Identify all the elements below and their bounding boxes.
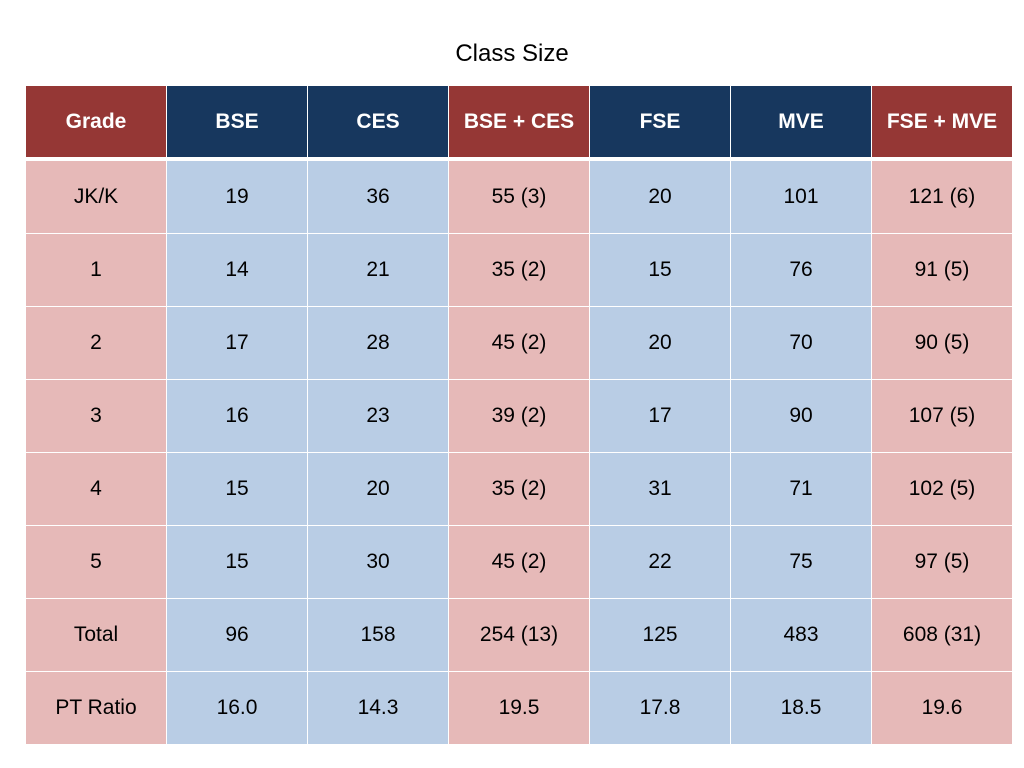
table-cell: 2 xyxy=(25,306,167,380)
table-cell: 19.6 xyxy=(871,671,1013,745)
class-size-table: Grade BSE CES BSE + CES FSE MVE FSE + MV… xyxy=(25,85,1013,745)
table-cell: 20 xyxy=(589,306,731,380)
table-cell: 125 xyxy=(589,598,731,672)
table-cell: 55 (3) xyxy=(448,158,590,234)
table-row-total: Total 96 158 254 (13) 125 483 608 (31) xyxy=(25,598,1013,672)
table-cell: 14 xyxy=(166,233,308,307)
table-cell: 35 (2) xyxy=(448,452,590,526)
table-row: 5 15 30 45 (2) 22 75 97 (5) xyxy=(25,525,1013,599)
table-cell: 15 xyxy=(589,233,731,307)
table-cell: 17.8 xyxy=(589,671,731,745)
table-cell: 75 xyxy=(730,525,872,599)
table-cell: 5 xyxy=(25,525,167,599)
table-cell: 70 xyxy=(730,306,872,380)
table-header-row: Grade BSE CES BSE + CES FSE MVE FSE + MV… xyxy=(25,85,1013,161)
table-cell: 21 xyxy=(307,233,449,307)
header-mve: MVE xyxy=(730,85,872,161)
table-cell: 22 xyxy=(589,525,731,599)
table-cell: 4 xyxy=(25,452,167,526)
table-cell: 18.5 xyxy=(730,671,872,745)
table-cell: 20 xyxy=(307,452,449,526)
slide-title: Class Size xyxy=(455,40,569,67)
table-cell: 483 xyxy=(730,598,872,672)
table-cell: 15 xyxy=(166,452,308,526)
table-cell: 16 xyxy=(166,379,308,453)
table-cell: 102 (5) xyxy=(871,452,1013,526)
table-cell: 17 xyxy=(589,379,731,453)
table-cell: 35 (2) xyxy=(448,233,590,307)
table-cell: 28 xyxy=(307,306,449,380)
table-cell: 96 xyxy=(166,598,308,672)
table-cell: 90 xyxy=(730,379,872,453)
table-cell: 101 xyxy=(730,158,872,234)
header-bse-ces: BSE + CES xyxy=(448,85,590,161)
table-cell: PT Ratio xyxy=(25,671,167,745)
table-cell: 36 xyxy=(307,158,449,234)
table-cell: 45 (2) xyxy=(448,525,590,599)
table-row: 1 14 21 35 (2) 15 76 91 (5) xyxy=(25,233,1013,307)
table-cell: JK/K xyxy=(25,158,167,234)
table-cell: 158 xyxy=(307,598,449,672)
header-fse: FSE xyxy=(589,85,731,161)
table-cell: 90 (5) xyxy=(871,306,1013,380)
header-ces: CES xyxy=(307,85,449,161)
table-cell: 1 xyxy=(25,233,167,307)
table-cell: 39 (2) xyxy=(448,379,590,453)
table-cell: Total xyxy=(25,598,167,672)
table-row: 3 16 23 39 (2) 17 90 107 (5) xyxy=(25,379,1013,453)
table-cell: 121 (6) xyxy=(871,158,1013,234)
table-cell: 254 (13) xyxy=(448,598,590,672)
table-cell: 23 xyxy=(307,379,449,453)
table-cell: 15 xyxy=(166,525,308,599)
table-cell: 45 (2) xyxy=(448,306,590,380)
table-cell: 3 xyxy=(25,379,167,453)
table-cell: 19 xyxy=(166,158,308,234)
table-cell: 20 xyxy=(589,158,731,234)
table-row: JK/K 19 36 55 (3) 20 101 121 (6) xyxy=(25,158,1013,234)
table-cell: 71 xyxy=(730,452,872,526)
header-bse: BSE xyxy=(166,85,308,161)
table-row-pt-ratio: PT Ratio 16.0 14.3 19.5 17.8 18.5 19.6 xyxy=(25,671,1013,745)
table-cell: 17 xyxy=(166,306,308,380)
header-fse-mve: FSE + MVE xyxy=(871,85,1013,161)
header-grade: Grade xyxy=(25,85,167,161)
table-row: 4 15 20 35 (2) 31 71 102 (5) xyxy=(25,452,1013,526)
table-cell: 16.0 xyxy=(166,671,308,745)
table-cell: 91 (5) xyxy=(871,233,1013,307)
table-cell: 31 xyxy=(589,452,731,526)
table-cell: 97 (5) xyxy=(871,525,1013,599)
table-cell: 19.5 xyxy=(448,671,590,745)
table-cell: 14.3 xyxy=(307,671,449,745)
table-cell: 608 (31) xyxy=(871,598,1013,672)
table-row: 2 17 28 45 (2) 20 70 90 (5) xyxy=(25,306,1013,380)
table-cell: 30 xyxy=(307,525,449,599)
table-cell: 107 (5) xyxy=(871,379,1013,453)
table-cell: 76 xyxy=(730,233,872,307)
class-size-table-container: Grade BSE CES BSE + CES FSE MVE FSE + MV… xyxy=(25,85,1013,745)
